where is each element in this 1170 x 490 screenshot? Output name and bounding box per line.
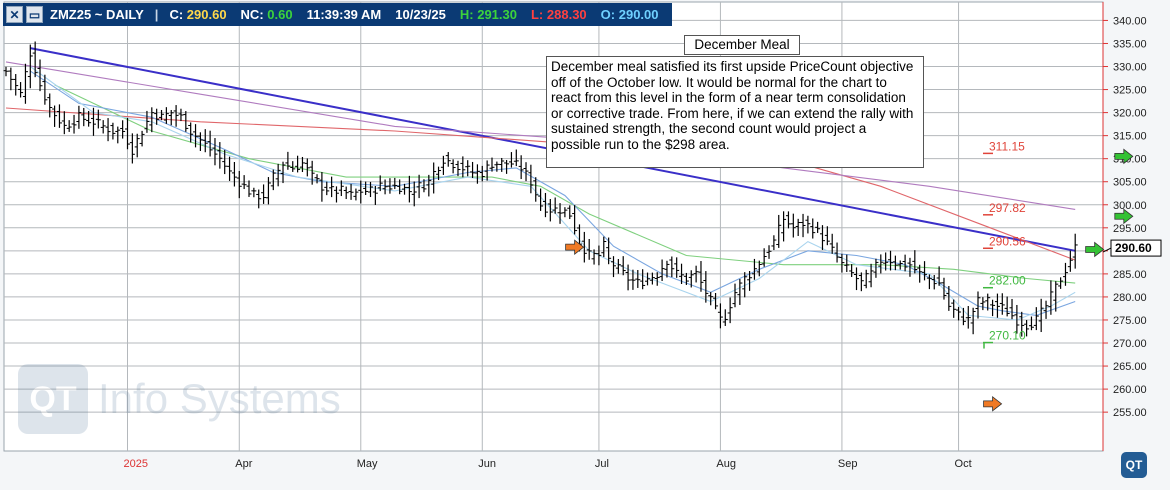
target-label: 290.56 (989, 234, 1026, 248)
signal-arrow-icon (1085, 241, 1105, 258)
last-price-box (1110, 239, 1162, 257)
y-tick-label: 270.00 (1113, 338, 1147, 350)
high-value: 291.30 (477, 7, 517, 22)
low-value: 288.30 (546, 7, 587, 22)
y-tick-label: 300.00 (1113, 200, 1147, 212)
close-label: C: (169, 7, 184, 22)
close-value: 290.60 (186, 7, 227, 22)
moving-average-line (29, 70, 1076, 316)
time-label: 11:39:39 AM (306, 7, 382, 22)
x-tick-label: Sep (838, 458, 858, 470)
x-tick-label: Jul (595, 458, 609, 470)
date-label: 10/23/25 (395, 7, 446, 22)
watermark-logo: QT (18, 364, 88, 434)
y-tick-label: 330.00 (1113, 62, 1147, 74)
x-tick-label: Aug (716, 458, 736, 470)
low-label: L: (530, 7, 544, 22)
signal-arrow-icon (983, 396, 1003, 412)
signal-arrow-icon (565, 239, 585, 255)
open-value: 290.00 (618, 7, 659, 22)
minimize-icon[interactable]: ▭ (26, 6, 43, 23)
y-tick-label: 285.00 (1113, 269, 1147, 281)
y-tick-label: 260.00 (1113, 384, 1147, 396)
annotation-note: December meal satisfied its first upside… (546, 56, 924, 168)
signal-arrow-icon (1114, 148, 1134, 165)
x-tick-label: 2025 (124, 458, 148, 470)
y-tick-label: 280.00 (1113, 292, 1147, 304)
close-icon[interactable]: ✕ (6, 6, 23, 23)
moving-average-line (54, 84, 1076, 284)
y-tick-label: 295.00 (1113, 223, 1147, 235)
quote-header: ✕ ▭ ZMZ25 ~ DAILY | C: 290.60 NC: 0.60 1… (3, 3, 672, 26)
target-label: 297.82 (989, 201, 1026, 215)
symbol-label: ZMZ25 ~ DAILY (50, 7, 144, 22)
x-tick-label: Oct (955, 458, 972, 470)
nc-value: 0.60 (267, 7, 293, 22)
signal-arrow-icon (1114, 208, 1134, 225)
x-tick-label: May (357, 458, 378, 470)
open-label: O: (600, 7, 616, 22)
last-price-pointer (1102, 247, 1112, 253)
last-price-label: 290.60 (1115, 241, 1152, 255)
high-label: H: (459, 7, 474, 22)
x-tick-label: Apr (235, 458, 252, 470)
watermark: QT Info Systems (18, 364, 341, 434)
x-tick-label: Jun (478, 458, 496, 470)
y-tick-label: 305.00 (1113, 177, 1147, 189)
y-tick-label: 265.00 (1113, 361, 1147, 373)
header-divider: | (154, 7, 159, 22)
corner-logo[interactable]: QT (1121, 452, 1147, 478)
y-tick-label: 335.00 (1113, 38, 1147, 50)
target-label: 270.10 (989, 329, 1026, 343)
y-tick-label: 325.00 (1113, 85, 1147, 97)
y-tick-label: 320.00 (1113, 108, 1147, 120)
y-tick-label: 315.00 (1113, 131, 1147, 143)
y-tick-label: 255.00 (1113, 407, 1147, 419)
nc-label: NC: (240, 7, 264, 22)
target-label: 311.15 (989, 139, 1025, 153)
watermark-text: Info Systems (98, 375, 341, 422)
target-label: 282.00 (989, 274, 1026, 288)
y-tick-label: 340.00 (1113, 15, 1147, 27)
y-tick-label: 275.00 (1113, 315, 1147, 327)
annotation-title: December Meal (684, 35, 800, 55)
